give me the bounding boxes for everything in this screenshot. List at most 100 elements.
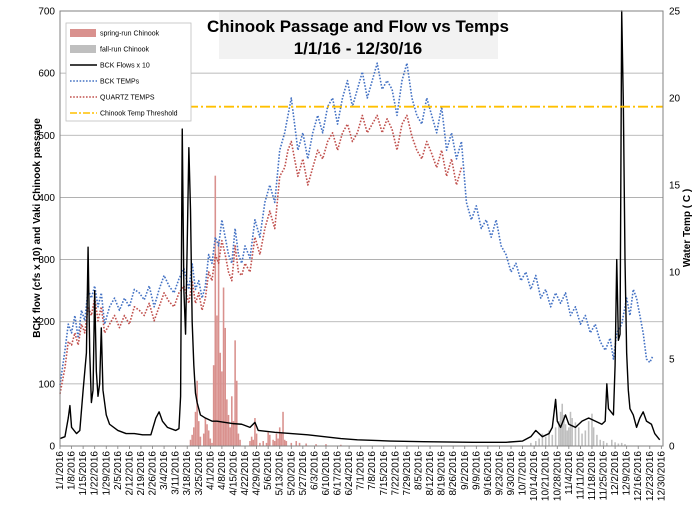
fall-run-chinook-bar — [571, 418, 573, 446]
x-tick-label: 10/7/2016 — [518, 451, 529, 496]
x-tick-label: 11/18/2016 — [587, 451, 598, 501]
left-axis-ticks: 0 100 200 300 400 500 600 700 — [38, 7, 55, 453]
x-tick-label: 11/4/2016 — [564, 451, 575, 495]
spring-run-chinook-bar — [259, 442, 261, 446]
plot-area-border — [59, 10, 664, 447]
spring-run-chinook-bar — [250, 436, 253, 446]
y2-tick-label: 10 — [669, 268, 681, 279]
x-tick-label: 4/8/2016 — [217, 451, 228, 490]
y-tick-label: 100 — [38, 379, 55, 390]
x-tick-label: 3/4/2016 — [159, 451, 170, 490]
spring-run-chinook-bar — [252, 439, 255, 446]
x-tick-label: 5/6/2016 — [263, 451, 274, 490]
x-tick-label: 9/16/2016 — [483, 451, 494, 496]
y-tick-label: 600 — [38, 69, 55, 80]
spring-run-chinook-bar — [305, 443, 307, 446]
fall-run-chinook-bar — [606, 442, 608, 446]
spring-run-chinook-bar — [298, 442, 301, 446]
x-tick-label: 3/18/2016 — [182, 451, 193, 496]
fall-run-chinook-bar — [574, 422, 577, 446]
fall-run-chinook-bar — [596, 434, 598, 446]
title-box: Chinook Passage and Flow vs Temps 1/1/16… — [207, 12, 509, 59]
spring-run-chinook-bar — [285, 441, 288, 446]
spring-run-chinook-bar — [262, 441, 264, 446]
spring-run-chinook-bar — [219, 352, 222, 446]
x-tick-label: 11/11/2016 — [575, 451, 586, 500]
left-axis-title: BCK flow (cfs x 10) and Vaki Chinook pas… — [32, 118, 43, 338]
spring-run-chinook-bar — [221, 371, 223, 446]
x-tick-label: 10/14/2016 — [529, 451, 540, 501]
x-tick-label: 1/22/2016 — [90, 451, 101, 496]
spring-run-chinook-bar — [197, 421, 200, 446]
legend-label: BCK Flows x 10 — [100, 63, 150, 70]
x-tick-label: 1/15/2016 — [78, 451, 89, 496]
spring-run-chinook-bar — [265, 442, 268, 446]
spring-run-chinook-bar — [229, 427, 231, 446]
spring-run-chinook-bar — [277, 438, 279, 446]
y2-tick-label: 25 — [669, 7, 681, 18]
x-tick-label: 4/22/2016 — [240, 451, 251, 496]
spring-run-chinook-bar — [283, 439, 286, 446]
fall-run-chinook-bar — [563, 414, 565, 446]
fall-run-chinook-bar — [591, 413, 593, 446]
chart-subtitle: 1/1/16 - 12/30/16 — [294, 39, 423, 58]
spring-run-chinook-bar — [214, 175, 217, 446]
spring-run-chinook-bar — [189, 439, 192, 446]
legend-swatch — [70, 45, 96, 53]
x-tick-label: 2/12/2016 — [124, 451, 135, 496]
fall-run-chinook-bar — [554, 427, 557, 446]
fall-run-chinook-bar — [581, 433, 583, 446]
x-tick-label: 9/23/2016 — [494, 451, 505, 496]
spring-run-chinook-bar — [255, 433, 258, 446]
y2-tick-label: 0 — [669, 442, 675, 453]
x-tick-label: 11/25/2016 — [599, 451, 610, 501]
x-tick-label: 7/8/2016 — [367, 451, 378, 490]
fall-run-chinook-bar — [551, 434, 554, 446]
spring-run-chinook-bar — [273, 441, 276, 446]
x-tick-label: 7/15/2016 — [379, 451, 390, 496]
spring-run-chinook-bar — [239, 439, 241, 446]
spring-run-chinook-bar — [199, 436, 202, 446]
x-tick-label: 10/21/2016 — [541, 451, 552, 501]
fall-run-chinook-bar — [566, 430, 568, 446]
spring-run-chinook-bar — [275, 433, 278, 446]
x-tick-label: 7/22/2016 — [390, 451, 401, 496]
spring-run-chinook-bar — [222, 287, 225, 446]
chart-title: Chinook Passage and Flow vs Temps — [207, 17, 509, 36]
bck-flows-line — [59, 10, 661, 443]
fall-run-chinook-bar — [569, 411, 572, 446]
spring-run-chinook-bar — [272, 439, 274, 446]
legend-swatch — [70, 29, 96, 37]
fall-run-chinook-bar — [599, 439, 602, 446]
x-tick-label: 12/30/2016 — [656, 451, 667, 501]
spring-run-chinook-bar — [340, 444, 342, 446]
x-tick-label: 6/3/2016 — [309, 451, 320, 490]
x-tick-label: 1/29/2016 — [101, 451, 112, 496]
legend-label: QUARTZ TEMPS — [100, 95, 155, 102]
x-tick-label: 5/13/2016 — [275, 451, 286, 496]
spring-run-chinook-bar — [280, 433, 283, 446]
x-tick-label: 9/30/2016 — [506, 451, 517, 496]
fall-run-chinook-bar — [617, 443, 620, 446]
spring-run-chinook-bar — [211, 442, 213, 446]
spring-run-chinook-bar — [207, 430, 210, 446]
series-lines — [59, 10, 663, 443]
x-tick-label: 8/19/2016 — [437, 451, 448, 496]
y-tick-label: 500 — [38, 131, 55, 142]
spring-run-chinook-bar — [194, 411, 197, 446]
x-tick-label: 12/23/2016 — [645, 451, 656, 501]
y-tick-label: 400 — [38, 193, 55, 204]
right-axis-title: Water Temp ( C ) — [682, 189, 693, 267]
x-tick-label: 3/11/2016 — [171, 451, 182, 495]
x-tick-label: 1/8/2016 — [67, 451, 78, 490]
spring-run-chinook-bar — [196, 380, 198, 446]
fall-run-chinook-bar — [541, 433, 544, 446]
fall-run-chinook-bar — [568, 427, 570, 446]
spring-run-chinook-bar — [191, 434, 193, 446]
spring-run-chinook-bar — [237, 433, 240, 446]
x-tick-label: 9/2/2016 — [460, 451, 471, 490]
x-tick-label: 7/29/2016 — [402, 451, 413, 496]
x-tick-label: 12/9/2016 — [622, 451, 633, 496]
bck-temps-line — [59, 62, 654, 386]
